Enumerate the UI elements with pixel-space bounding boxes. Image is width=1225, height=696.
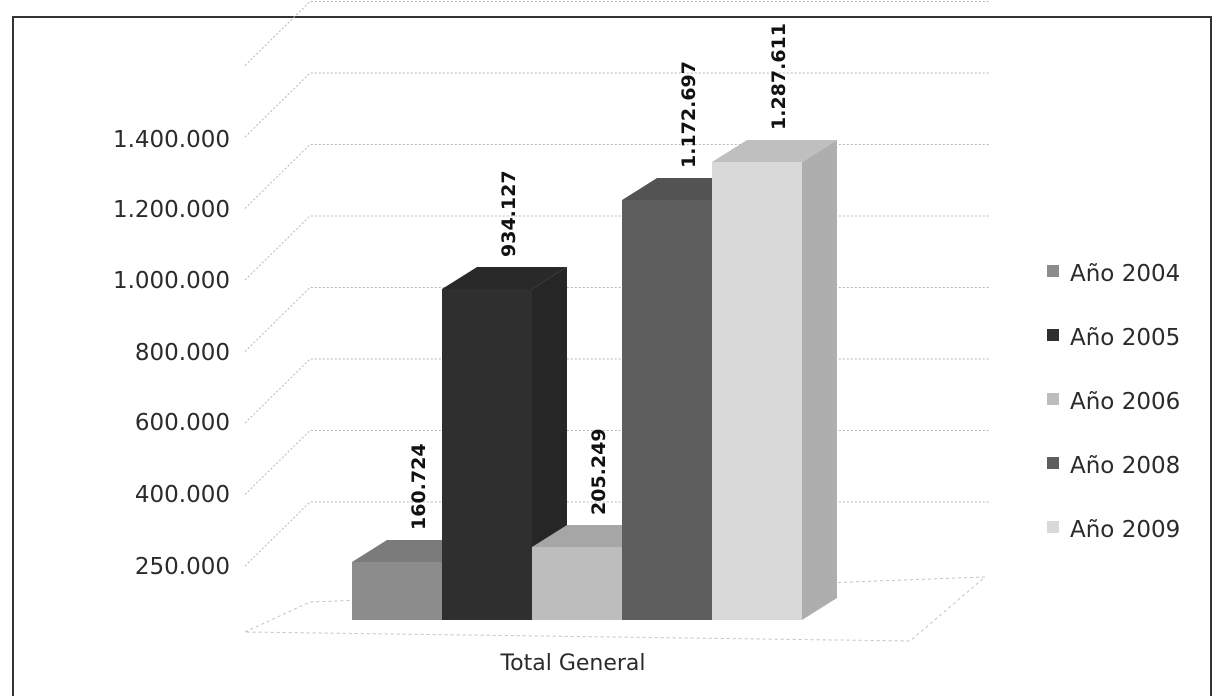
legend-swatch — [1047, 265, 1059, 277]
y-tick-label: 250.000 — [135, 554, 230, 580]
y-tick-label: 1.000.000 — [113, 268, 230, 294]
legend-label: Año 2009 — [1070, 517, 1180, 543]
y-tick-label: 1.400.000 — [113, 127, 230, 153]
data-label: 160.724 — [408, 443, 430, 530]
gridline — [244, 358, 990, 424]
gridline — [244, 215, 990, 281]
y-axis: 250.000 400.000 600.000 800.000 1.000.000 1.2… — [113, 127, 230, 580]
y-tick-label: 400.000 — [135, 482, 230, 508]
y-tick-label: 800.000 — [135, 340, 230, 366]
bar-ano-2009 — [712, 140, 837, 620]
legend-swatch — [1047, 393, 1059, 405]
data-labels: 160.724 934.127 205.249 1.172.697 1.287.611 — [408, 23, 790, 530]
gridline — [244, 72, 990, 138]
x-axis: Total General — [499, 651, 645, 676]
legend-swatch — [1047, 329, 1059, 341]
data-label: 205.249 — [588, 428, 610, 515]
gridline — [244, 430, 990, 495]
legend-label: Año 2004 — [1070, 261, 1180, 287]
bars — [352, 140, 837, 620]
top-strip — [0, 0, 1225, 16]
data-label: 1.172.697 — [678, 61, 700, 168]
gridline — [244, 287, 990, 352]
legend: Año 2004 Año 2005 Año 2006 Año 2008 Año 2009 — [1047, 261, 1180, 543]
gridline — [244, 144, 990, 209]
y-tick-label: 600.000 — [135, 410, 230, 436]
x-category-label: Total General — [499, 651, 645, 676]
data-label: 934.127 — [498, 170, 520, 257]
legend-label: Año 2008 — [1070, 453, 1180, 479]
data-label: 1.287.611 — [768, 23, 790, 130]
legend-label: Año 2005 — [1070, 325, 1180, 351]
gridline — [244, 1, 990, 66]
legend-swatch — [1047, 521, 1059, 533]
legend-label: Año 2006 — [1070, 389, 1180, 415]
legend-swatch — [1047, 457, 1059, 469]
y-tick-label: 1.200.000 — [113, 197, 230, 223]
bar-chart: 250.000 400.000 600.000 800.000 1.000.000 1.2… — [113, 1, 1180, 676]
